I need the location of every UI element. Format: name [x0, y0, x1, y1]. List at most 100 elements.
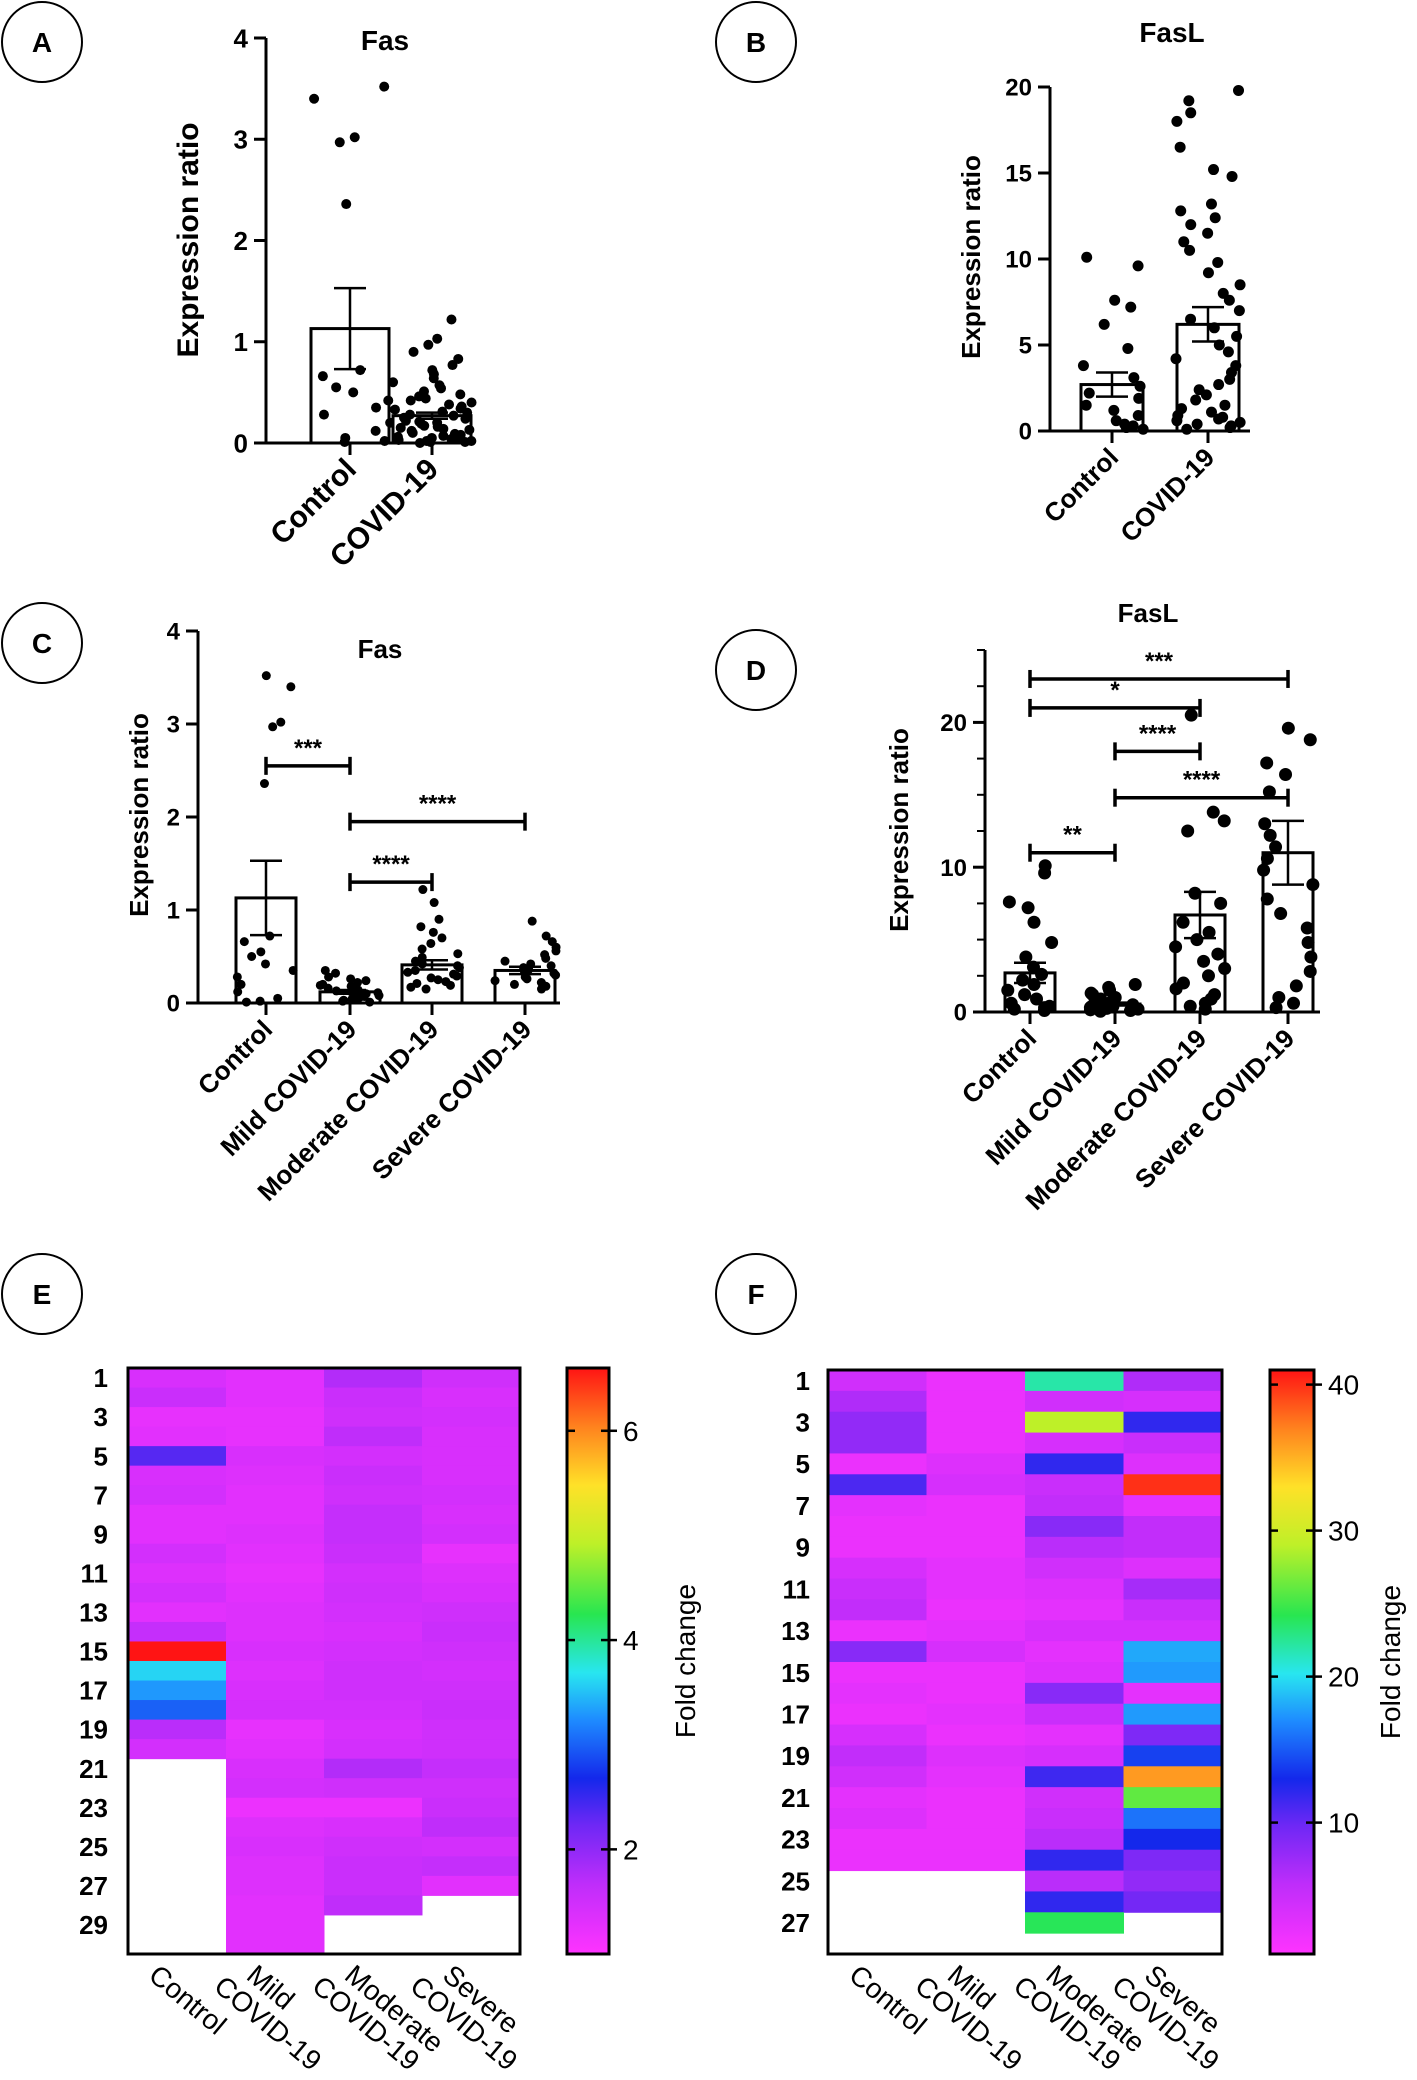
panel-e-cell — [422, 1524, 521, 1545]
panel-d-data-point — [1306, 878, 1320, 892]
panel-c-data-point — [429, 898, 439, 908]
panel-e-cell — [128, 1661, 227, 1682]
panel-f-cell — [926, 1411, 1026, 1434]
panel-c-data-point — [247, 952, 257, 961]
panel-f-colorbar-tick-label: 20 — [1328, 1662, 1359, 1693]
panel-c-data-point — [417, 959, 427, 969]
panel-a-data-point — [438, 423, 449, 434]
panel-c-data-point — [418, 885, 428, 895]
panel-f-row-label: 3 — [796, 1408, 810, 1438]
panel-d-data-point — [1218, 962, 1232, 976]
panel-e-cell — [422, 1465, 521, 1486]
panel-e-cell — [226, 1778, 325, 1799]
panel-a-data-point — [339, 436, 350, 447]
panel-e-badge — [1, 1253, 83, 1335]
panel-f-cell — [828, 1787, 927, 1809]
panel-f-cell — [828, 1453, 927, 1475]
panel-d-y-tick-label: 0 — [954, 1000, 967, 1027]
panel-c-data-point — [417, 952, 427, 962]
panel-e-cell — [324, 1504, 423, 1525]
panel-b-data-point — [1185, 313, 1197, 325]
panel-b-data-point — [1181, 423, 1193, 435]
panel-f-cell — [926, 1808, 1026, 1830]
panel-e-cell — [128, 1641, 227, 1662]
panel-a-ylabel: Expression ratio — [172, 122, 205, 357]
panel-d-data-point — [1260, 892, 1274, 906]
panel-f-row-label: 27 — [781, 1908, 810, 1938]
panel-c-data-point — [346, 987, 356, 997]
panel-b-data-point — [1183, 95, 1195, 107]
panel-f-cell — [1123, 1599, 1223, 1621]
panel-c-data-point — [445, 980, 455, 990]
panel-f-cell — [828, 1766, 927, 1788]
panel-c-data-point — [522, 974, 532, 984]
panel-d-data-point — [1093, 1004, 1107, 1018]
panel-letters: A B C D E F — [1, 1, 797, 1335]
panel-b-data-point — [1233, 305, 1245, 317]
panel-e-cell — [226, 1524, 325, 1545]
panel-d-significance-label: * — [1110, 677, 1120, 704]
panel-e-colorbar-label: Fold change — [670, 1584, 701, 1738]
panel-c-significance-label: *** — [294, 735, 323, 762]
panel-b-data-point — [1077, 360, 1089, 372]
panel-d-significance-label: ** — [1063, 822, 1082, 849]
panel-a-data-point — [371, 402, 382, 413]
panel-f-cell — [1025, 1390, 1124, 1413]
panel-c-data-point — [273, 993, 283, 1003]
panel-f-cell — [828, 1411, 927, 1434]
panel-b-y-tick-label: 5 — [1019, 333, 1032, 360]
panel-b-data-point — [1213, 339, 1225, 351]
panel-d-data-point — [1169, 982, 1183, 996]
panel-f-cell — [1025, 1891, 1124, 1913]
panel-b-data-point — [1231, 330, 1243, 342]
panel-a-data-point — [393, 434, 404, 445]
panel-e-cell — [226, 1426, 325, 1447]
panel-b-data-point — [1224, 373, 1236, 385]
panel-f-cell — [926, 1662, 1026, 1684]
panel-f-cell — [828, 1662, 927, 1684]
panel-c-data-point — [347, 994, 357, 1004]
panel-f-cell — [926, 1599, 1026, 1621]
panel-f-cell — [1025, 1662, 1124, 1684]
panel-b-data-point — [1083, 387, 1095, 399]
panel-f-row-label: 9 — [796, 1533, 810, 1563]
panel-c-data-point — [346, 974, 356, 984]
panel-a-data-point — [379, 435, 390, 446]
panel-b-data-point — [1202, 227, 1214, 239]
panel-e-row-label: 3 — [94, 1402, 108, 1432]
panel-f-cell — [1025, 1495, 1124, 1517]
panel-d-data-point — [1257, 863, 1271, 877]
panel-e-cell — [226, 1582, 325, 1603]
panel-a-y-tick-label: 2 — [234, 226, 248, 256]
panel-f-cell — [926, 1474, 1026, 1496]
panel-e-cell — [128, 1524, 227, 1545]
panel-b-data-point — [1200, 389, 1212, 401]
panel-a-data-point — [405, 395, 416, 406]
panel-f-cell — [1025, 1516, 1124, 1538]
panel-f-row-label: 21 — [781, 1783, 810, 1813]
panel-e-cell — [128, 1465, 227, 1486]
panel-f-colorbar-label: Fold change — [1375, 1585, 1406, 1739]
panel-d-data-point — [1272, 991, 1286, 1005]
panel-e-cell — [422, 1446, 521, 1467]
panel-c-y-tick-label: 4 — [167, 619, 181, 646]
panel-b-data-point — [1208, 164, 1220, 176]
panel-c-data-point — [417, 944, 427, 954]
panel-a-data-point — [455, 389, 466, 400]
panel-f-cell — [1123, 1432, 1223, 1454]
panel-e-cell — [422, 1719, 521, 1740]
panel-f-colorbar — [1268, 1368, 1316, 1956]
panel-b-data-point — [1205, 406, 1217, 418]
panel-f-cell — [828, 1682, 927, 1705]
panel-f-cell — [1025, 1870, 1124, 1892]
panel-d-data-point — [1183, 999, 1197, 1013]
panel-e-cell — [324, 1836, 423, 1857]
panel-e-cell — [324, 1719, 423, 1740]
panel-f-cell — [926, 1370, 1026, 1392]
panel-c-data-point — [331, 968, 341, 978]
panel-d-data-point — [1188, 886, 1202, 900]
panel-a-data-point — [395, 422, 406, 433]
panel-a-data-point — [460, 413, 471, 424]
panel-b-data-point — [1171, 115, 1183, 127]
panel-d-data-point — [1289, 979, 1303, 993]
